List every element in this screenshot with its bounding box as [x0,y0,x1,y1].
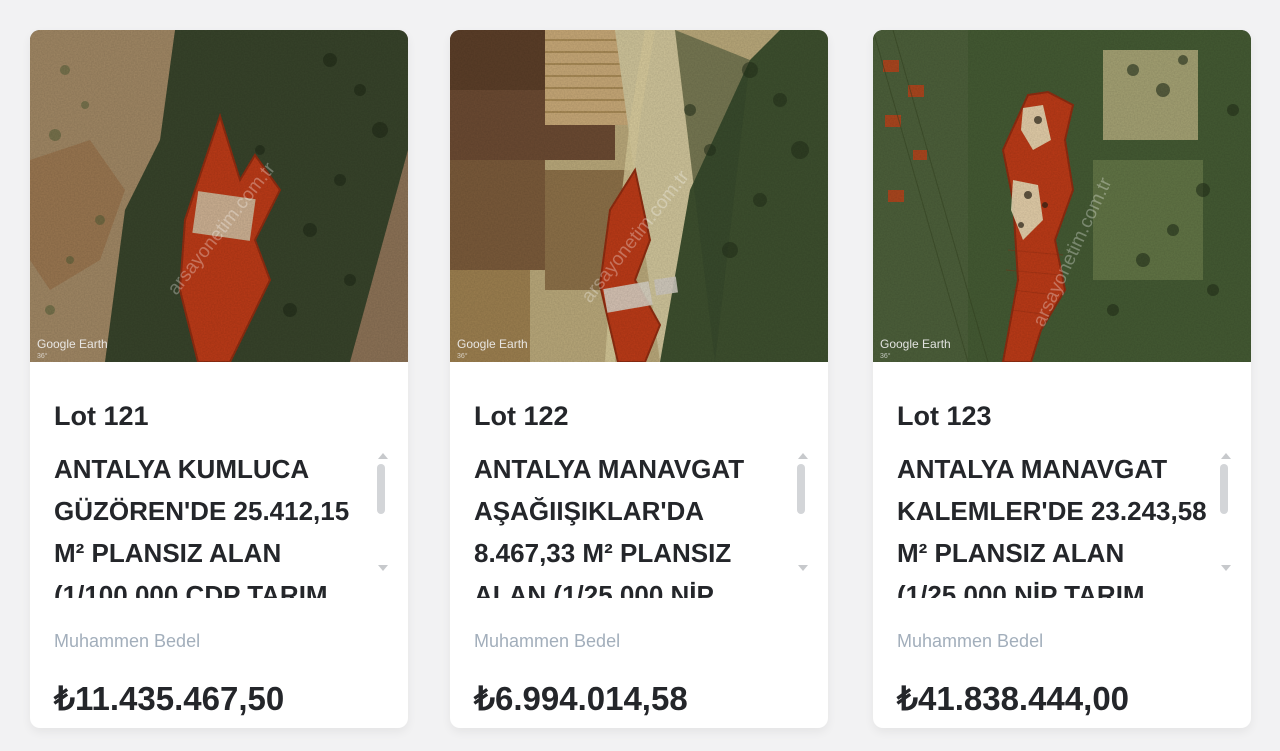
svg-text:36°: 36° [457,352,468,360]
svg-text:Google Earth: Google Earth [880,337,951,351]
svg-text:36°: 36° [880,352,891,360]
svg-text:Google Earth: Google Earth [37,337,108,351]
svg-text:Google Earth: Google Earth [457,337,528,351]
svg-text:36°: 36° [37,352,48,360]
